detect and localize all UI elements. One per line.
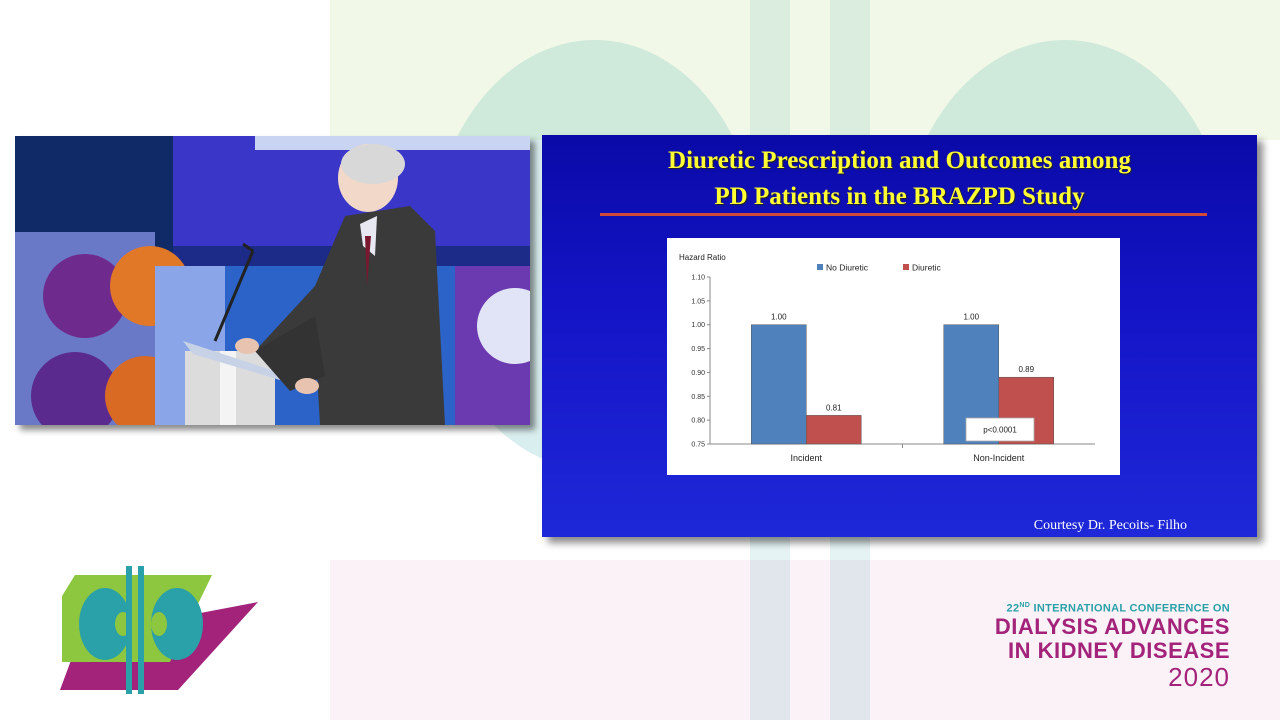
y-tick-label: 1.05 bbox=[691, 298, 705, 305]
watermark-green-band bbox=[330, 0, 1280, 140]
chart-canvas: Hazard Ratio 0.75 0.80 0.85 0.90 0.95 1.00 1.05… bbox=[679, 253, 1095, 463]
legend-swatch bbox=[903, 264, 909, 270]
x-tick-label: Non-Incident bbox=[973, 453, 1025, 463]
watermark-magenta-band bbox=[330, 560, 1280, 720]
data-label: 1.00 bbox=[963, 313, 979, 322]
p-value-annotation: p<0.0001 bbox=[983, 426, 1017, 435]
kidney-logo-graphic bbox=[60, 566, 258, 694]
conference-line-3: IN KIDNEY DISEASE bbox=[1007, 637, 1230, 663]
conference-title: 22ND INTERNATIONAL CONFERENCE ON DIALYSI… bbox=[995, 602, 1230, 691]
speaker-video-frame bbox=[15, 136, 530, 425]
title-underline bbox=[600, 213, 1207, 216]
conference-logo bbox=[60, 566, 260, 694]
data-label: 0.89 bbox=[1018, 365, 1034, 374]
right-kidney-icon bbox=[151, 588, 203, 660]
y-axis-title: Hazard Ratio bbox=[679, 253, 726, 262]
x-tick-label: Incident bbox=[790, 453, 822, 463]
conference-subtitle: 22ND INTERNATIONAL CONFERENCE ON bbox=[995, 602, 1230, 615]
slide-title-line-2: PD Patients in the BRAZPD Study bbox=[714, 183, 1085, 210]
y-tick-label: 0.80 bbox=[691, 418, 705, 425]
conference-ordinal-suffix: ND bbox=[1019, 602, 1031, 609]
y-tick-label: 1.00 bbox=[691, 322, 705, 329]
hazard-ratio-chart: Hazard Ratio 0.75 0.80 0.85 0.90 0.95 1.00 1.05… bbox=[667, 238, 1120, 475]
slide-title: Diuretic Prescription and Outcomes among… bbox=[542, 143, 1257, 215]
legend-label: No Diuretic bbox=[826, 263, 869, 273]
y-tick-label: 0.75 bbox=[691, 442, 705, 449]
conference-year: 2020 bbox=[1168, 661, 1230, 692]
left-kidney-icon bbox=[79, 588, 131, 660]
presentation-slide: Diuretic Prescription and Outcomes among… bbox=[542, 135, 1257, 537]
slide-title-line-1: Diuretic Prescription and Outcomes among bbox=[668, 147, 1131, 174]
y-tick-label: 0.95 bbox=[691, 346, 705, 353]
courtesy-credit: Courtesy Dr. Pecoits- Filho bbox=[1033, 518, 1187, 533]
data-label: 0.81 bbox=[826, 403, 842, 412]
conference-line-1: INTERNATIONAL CONFERENCE ON bbox=[1033, 602, 1230, 615]
y-tick-label: 0.85 bbox=[691, 394, 705, 401]
conference-line-2: DIALYSIS ADVANCES bbox=[994, 613, 1230, 639]
conference-ordinal: 22 bbox=[1006, 602, 1020, 615]
legend-swatch bbox=[817, 264, 823, 270]
bar-diuretic bbox=[806, 415, 862, 445]
legend-label: Diuretic bbox=[912, 263, 942, 273]
annotation-box bbox=[965, 417, 1035, 442]
data-label: 1.00 bbox=[771, 313, 787, 322]
bar-no-diuretic bbox=[751, 324, 807, 445]
y-tick-label: 1.10 bbox=[691, 275, 705, 282]
speaker-video bbox=[15, 136, 530, 425]
y-tick-label: 0.90 bbox=[691, 370, 705, 377]
